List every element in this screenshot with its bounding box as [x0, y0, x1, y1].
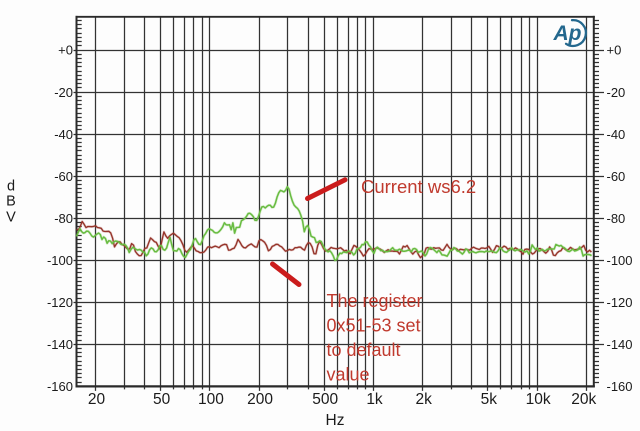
svg-text:-80: -80: [54, 211, 73, 226]
svg-text:Ap: Ap: [553, 22, 582, 45]
svg-text:Hz: Hz: [326, 412, 345, 426]
svg-text:-160: -160: [47, 379, 73, 394]
svg-text:200: 200: [247, 391, 273, 408]
svg-text:100: 100: [198, 391, 224, 408]
svg-text:-80: -80: [607, 211, 626, 226]
svg-text:The register: The register: [327, 291, 423, 311]
svg-text:value: value: [327, 365, 370, 385]
svg-text:V: V: [6, 210, 16, 226]
svg-text:-40: -40: [607, 127, 626, 142]
svg-text:-140: -140: [607, 337, 633, 352]
svg-text:20k: 20k: [571, 391, 596, 408]
svg-text:-100: -100: [47, 253, 73, 268]
svg-text:10k: 10k: [526, 391, 551, 408]
svg-text:-20: -20: [607, 85, 626, 100]
svg-text:-60: -60: [54, 169, 73, 184]
svg-text:-60: -60: [607, 169, 626, 184]
svg-text:Current ws6.2: Current ws6.2: [361, 176, 476, 197]
svg-text:d: d: [7, 179, 15, 195]
svg-text:-20: -20: [54, 85, 73, 100]
svg-text:50: 50: [153, 391, 171, 408]
svg-text:to default: to default: [327, 340, 401, 360]
svg-text:1k: 1k: [366, 391, 383, 408]
svg-text:-160: -160: [607, 379, 633, 394]
svg-text:-120: -120: [47, 295, 73, 310]
svg-text:+0: +0: [607, 43, 622, 58]
svg-text:+0: +0: [58, 43, 73, 58]
svg-text:2k: 2k: [416, 391, 433, 408]
svg-text:5k: 5k: [481, 391, 498, 408]
svg-text:0x51-53 set: 0x51-53 set: [327, 316, 421, 336]
svg-text:B: B: [6, 194, 16, 210]
svg-text:-120: -120: [607, 295, 633, 310]
svg-text:500: 500: [312, 391, 338, 408]
svg-text:20: 20: [88, 391, 106, 408]
svg-text:-140: -140: [47, 337, 73, 352]
svg-text:-40: -40: [54, 127, 73, 142]
svg-text:-100: -100: [607, 253, 633, 268]
